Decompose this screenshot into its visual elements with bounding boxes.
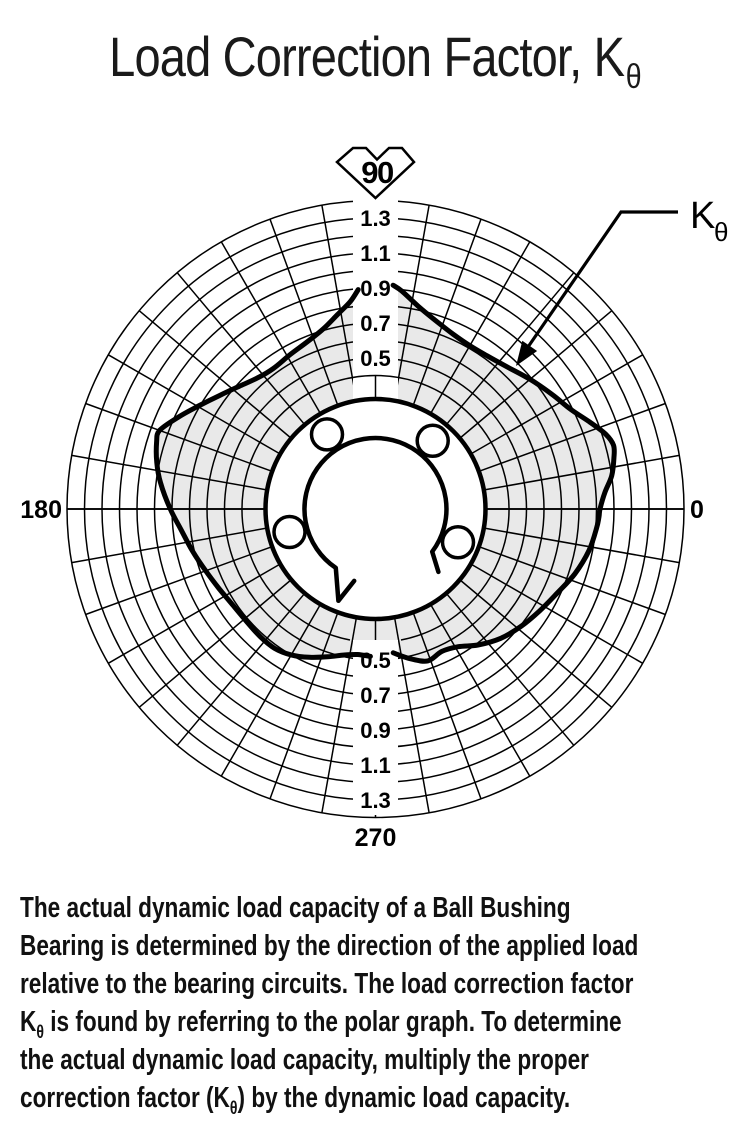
- ball-circuit: [309, 417, 345, 452]
- grid-spoke: [413, 218, 482, 405]
- angle-pointer-arrow: 90: [335, 146, 416, 200]
- angle-label-right: 0: [690, 496, 704, 524]
- bearing-cross-section: [263, 396, 488, 622]
- description-line: correction factor (Kθ) by the dynamic lo…: [20, 1082, 571, 1118]
- grid-spoke: [138, 580, 291, 708]
- grid-spoke: [107, 564, 279, 664]
- radial-tick-label-bottom: 1.3: [360, 788, 391, 813]
- angle-label-bottom: 270: [355, 824, 397, 852]
- radial-tick-labels: 1.3 1.3 1.1 1.1 0.9 0.9 0.7 0.7 0.5 0.5: [360, 206, 391, 813]
- k-theta-curve: [153, 282, 617, 664]
- grid-spoke: [220, 241, 321, 413]
- bearing-outer-ring: [263, 396, 488, 622]
- radial-tick-label-bottom: 1.1: [360, 753, 391, 778]
- label-band-bottom: [353, 640, 398, 815]
- grid-spoke: [472, 564, 644, 664]
- angle-labels: 180 0 270: [20, 496, 704, 852]
- label-band-top: [353, 196, 398, 399]
- grid-spoke: [71, 527, 266, 564]
- grid-spoke: [220, 605, 321, 777]
- ball-circuit: [272, 514, 307, 550]
- bearing-inner-ring: [302, 435, 449, 604]
- down-arrow-icon: [335, 146, 416, 200]
- grid-spoke: [138, 310, 291, 438]
- callout-label-sub: θ: [714, 217, 728, 247]
- ball-circuit: [415, 423, 450, 459]
- radial-tick-label-top: 0.9: [360, 276, 391, 301]
- callout-label-main: K: [690, 195, 715, 237]
- radial-tick-label-bottom: 0.9: [360, 718, 391, 743]
- grid-spoke: [446, 594, 575, 746]
- grid-spoke: [394, 619, 430, 813]
- grid-spoke: [321, 619, 357, 813]
- grid-spoke: [430, 605, 531, 777]
- description-line: Bearing is determined by the direction o…: [20, 930, 639, 962]
- title-text: Load Correction Factor, K: [109, 25, 625, 88]
- ball-circuit: [440, 525, 476, 560]
- radial-tick-label-top: 0.5: [360, 346, 391, 371]
- grid-spoke: [269, 613, 338, 800]
- grid-spoke: [485, 454, 680, 491]
- angle-label-top: 90: [361, 155, 393, 190]
- title-subscript: θ: [625, 58, 642, 96]
- grid-ring-inner: [241, 374, 510, 641]
- description-line: The actual dynamic load capacity of a Ba…: [20, 892, 571, 924]
- grid-spoke: [430, 241, 531, 413]
- grid-spoke: [269, 218, 338, 405]
- radial-tick-label-bottom: 0.5: [360, 648, 391, 673]
- k-theta-curve-right-arc: [390, 282, 617, 664]
- grid-spoke: [71, 454, 266, 491]
- grid-spoke: [480, 402, 666, 472]
- description-line: Kθ is found by referring to the polar gr…: [20, 1006, 622, 1042]
- radial-tick-label-top: 1.3: [360, 206, 391, 231]
- description-paragraph: The actual dynamic load capacity of a Ba…: [20, 889, 638, 1117]
- theta-subscript: θ: [229, 1098, 238, 1118]
- grid-spoke: [85, 402, 271, 472]
- description-line: relative to the bearing circuits. The lo…: [20, 968, 634, 1000]
- radial-tick-label-top: 1.1: [360, 241, 391, 266]
- grid-spoke: [176, 594, 305, 746]
- grid-spoke: [460, 310, 613, 438]
- grid-spoke: [176, 272, 305, 424]
- grid-spoke: [485, 527, 680, 564]
- description-line: the actual dynamic load capacity, multip…: [20, 1044, 589, 1076]
- grid-spoke: [472, 354, 644, 454]
- grid-spoke: [460, 580, 613, 708]
- angle-label-left: 180: [20, 496, 62, 524]
- grid-spoke: [321, 205, 357, 399]
- callout-arrowhead-icon: [516, 340, 538, 366]
- callout-leader-line: [526, 210, 678, 348]
- radial-tick-label-bottom: 0.7: [360, 683, 391, 708]
- grid-spoke: [107, 354, 279, 454]
- page-title: Load Correction Factor, Kθ: [60, 24, 690, 96]
- k-theta-callout: Kθ: [516, 195, 728, 366]
- grid-spoke: [480, 546, 666, 616]
- grid-spoke: [85, 546, 271, 616]
- grid-spoke: [413, 613, 482, 800]
- polar-grid-spokes: [67, 205, 684, 818]
- radial-tick-label-top: 0.7: [360, 311, 391, 336]
- theta-subscript: θ: [36, 1022, 44, 1042]
- k-theta-curve-left-arc: [153, 287, 373, 660]
- grid-spoke: [446, 272, 575, 424]
